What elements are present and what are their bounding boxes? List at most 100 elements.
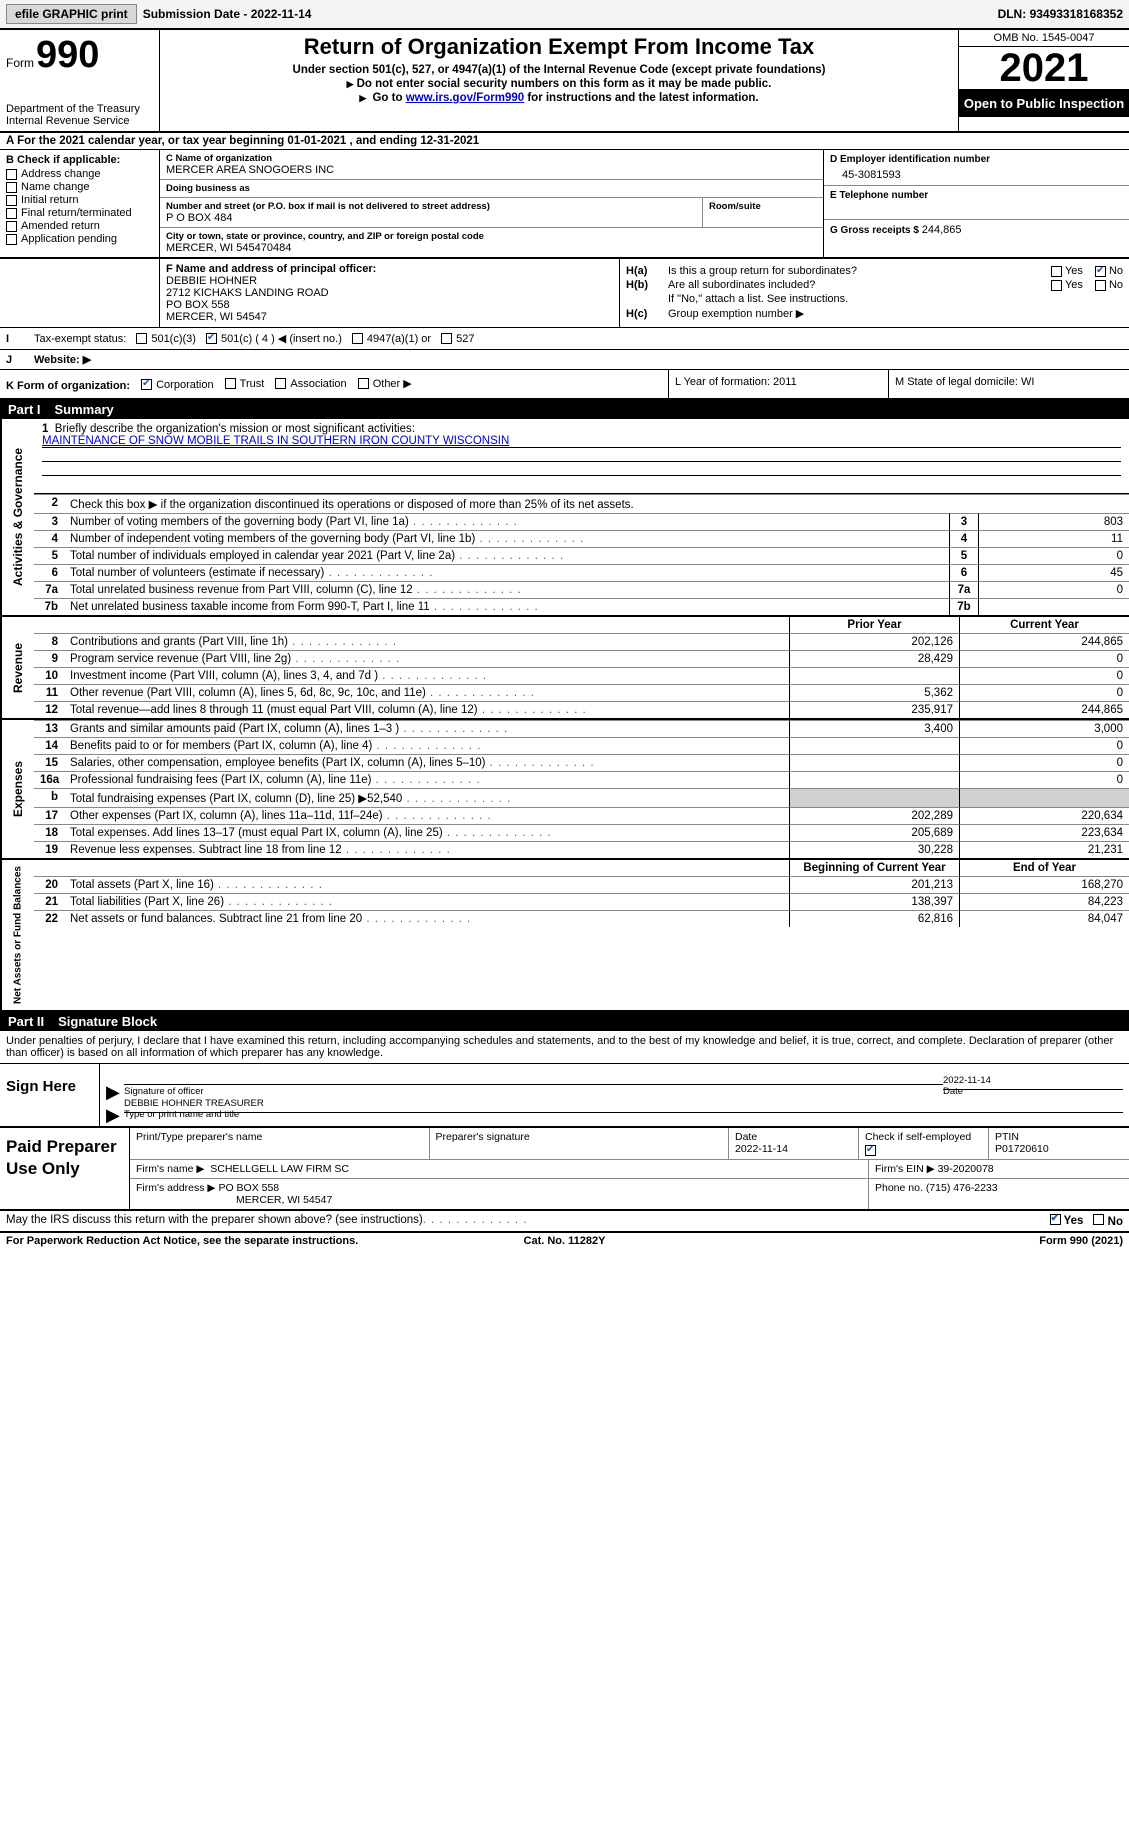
opt-label: Other ▶ [373, 377, 412, 390]
officer-addr2: PO BOX 558 [166, 299, 613, 311]
chk-name-change[interactable]: Name change [6, 181, 153, 193]
checkbox-icon [136, 333, 147, 344]
submission-date-label: Submission Date - 2022-11-14 [143, 7, 312, 21]
form-id-footer: Form 990 (2021) [1039, 1235, 1123, 1247]
h-b-text: Are all subordinates included? [668, 279, 1039, 291]
goto-pre: Go to [372, 92, 405, 104]
h-a-row: H(a) Is this a group return for subordin… [626, 265, 1123, 277]
h-b-yes[interactable]: Yes [1051, 279, 1083, 291]
side-label-expenses: Expenses [0, 720, 34, 858]
chk-527[interactable]: 527 [441, 333, 474, 345]
fin-line-21: 21Total liabilities (Part X, line 26)138… [34, 893, 1129, 910]
checkbox-checked-icon [206, 333, 217, 344]
line-val [979, 598, 1129, 615]
section-governance: Activities & Governance 1 Briefly descri… [0, 419, 1129, 617]
firm-name-cell: Firm's name ▶ SCHELLGELL LAW FIRM SC [130, 1160, 869, 1178]
chk-initial-return[interactable]: Initial return [6, 194, 153, 206]
dln-value: 93493318168352 [1030, 7, 1123, 21]
fin-line-9: 9Program service revenue (Part VIII, lin… [34, 650, 1129, 667]
row-k-form-org: K Form of organization: Corporation Trus… [0, 370, 669, 398]
line-current-year: 84,223 [959, 893, 1129, 910]
line-desc: Program service revenue (Part VIII, line… [64, 650, 789, 667]
h-b-row: H(b) Are all subordinates included? Yes … [626, 279, 1123, 291]
opt-label: 4947(a)(1) or [367, 333, 431, 345]
room-cell: Room/suite [703, 198, 823, 227]
discuss-yes[interactable]: Yes [1050, 1214, 1084, 1228]
line-prior-year: 5,362 [789, 684, 959, 701]
h-a-no[interactable]: No [1095, 265, 1123, 277]
h-b-no[interactable]: No [1095, 279, 1123, 291]
prep-self-emp: Check if self-employed [859, 1128, 989, 1159]
line-prior-year: 3,400 [789, 720, 959, 737]
fin-line-22: 22Net assets or fund balances. Subtract … [34, 910, 1129, 927]
gov-line-4: 4Number of independent voting members of… [34, 530, 1129, 547]
street-label: Number and street (or P.O. box if mail i… [166, 201, 696, 212]
gross-value: 244,865 [922, 224, 962, 236]
fin-line-8: 8Contributions and grants (Part VIII, li… [34, 633, 1129, 650]
room-label: Room/suite [709, 201, 817, 212]
col-de: D Employer identification number 45-3081… [824, 150, 1129, 257]
header-middle: Return of Organization Exempt From Incom… [160, 30, 959, 131]
line-prior-year [789, 771, 959, 788]
phone-label: Phone no. [875, 1182, 923, 1194]
chk-label: Application pending [21, 233, 117, 245]
irs-link[interactable]: www.irs.gov/Form990 [406, 92, 524, 104]
chk-other[interactable]: Other ▶ [358, 377, 412, 390]
top-bar: efile GRAPHIC print Submission Date - 20… [0, 0, 1129, 30]
dln-label: DLN: [998, 7, 1030, 21]
discuss-no[interactable]: No [1093, 1214, 1123, 1228]
officer-name-value: DEBBIE HOHNER TREASURER [124, 1098, 1123, 1109]
line-current-year: 244,865 [959, 633, 1129, 650]
line-desc: Investment income (Part VIII, column (A)… [64, 667, 789, 684]
line-desc: Total revenue—add lines 8 through 11 (mu… [64, 701, 789, 718]
fin-line-b: bTotal fundraising expenses (Part IX, co… [34, 788, 1129, 807]
part-1-header: Part I Summary [0, 400, 1129, 419]
line-prior-year: 62,816 [789, 910, 959, 927]
ein-value: 39-2020078 [938, 1163, 994, 1175]
cat-no: Cat. No. 11282Y [524, 1235, 606, 1247]
line-prior-year: 235,917 [789, 701, 959, 718]
open-to-public: Open to Public Inspection [959, 90, 1129, 117]
chk-application-pending[interactable]: Application pending [6, 233, 153, 245]
prep-ptin-cell: PTINP01720610 [989, 1128, 1129, 1159]
line-2-text: Check this box ▶ if the organization dis… [64, 494, 1129, 513]
checkbox-icon [1051, 266, 1062, 277]
line-prior-year: 202,126 [789, 633, 959, 650]
checkbox-icon [6, 221, 17, 232]
line-desc: Grants and similar amounts paid (Part IX… [64, 720, 789, 737]
checkbox-icon [6, 182, 17, 193]
yes-label: Yes [1065, 265, 1083, 277]
chk-association[interactable]: Association [275, 378, 346, 390]
row-m-state-domicile: M State of legal domicile: WI [889, 370, 1129, 398]
line-box: 3 [949, 513, 979, 530]
side-label-revenue: Revenue [0, 617, 34, 718]
chk-501c[interactable]: 501(c) ( 4 ) ◀ (insert no.) [206, 332, 342, 345]
officer-name-title: DEBBIE HOHNER TREASURER Type or print na… [124, 1112, 1123, 1120]
part-2-header: Part II Signature Block [0, 1012, 1129, 1031]
line-num: 15 [34, 754, 64, 771]
fin-line-17: 17Other expenses (Part IX, column (A), l… [34, 807, 1129, 824]
line-num: 16a [34, 771, 64, 788]
checkbox-icon [6, 195, 17, 206]
chk-4947[interactable]: 4947(a)(1) or [352, 333, 431, 345]
street-row: Number and street (or P.O. box if mail i… [160, 198, 823, 227]
chk-corporation[interactable]: Corporation [141, 379, 213, 391]
line-num: 5 [34, 547, 64, 564]
chk-address-change[interactable]: Address change [6, 168, 153, 180]
chk-amended-return[interactable]: Amended return [6, 220, 153, 232]
col-b-header: B Check if applicable: [6, 154, 153, 166]
efile-print-button[interactable]: efile GRAPHIC print [6, 4, 137, 24]
chk-final-return[interactable]: Final return/terminated [6, 207, 153, 219]
chk-501c3[interactable]: 501(c)(3) [136, 333, 196, 345]
checkbox-icon [352, 333, 363, 344]
dots [423, 1214, 528, 1228]
officer-name-label: Type or print name and title [124, 1109, 239, 1120]
line-prior-year: 28,429 [789, 650, 959, 667]
fin-line-16a: 16aProfessional fundraising fees (Part I… [34, 771, 1129, 788]
checkbox-icon [441, 333, 452, 344]
gov-line-6: 6Total number of volunteers (estimate if… [34, 564, 1129, 581]
h-a-yes[interactable]: Yes [1051, 265, 1083, 277]
checkbox-checked-icon [1050, 1214, 1061, 1225]
col-prior-year: Prior Year [789, 617, 959, 633]
chk-trust[interactable]: Trust [225, 378, 265, 390]
